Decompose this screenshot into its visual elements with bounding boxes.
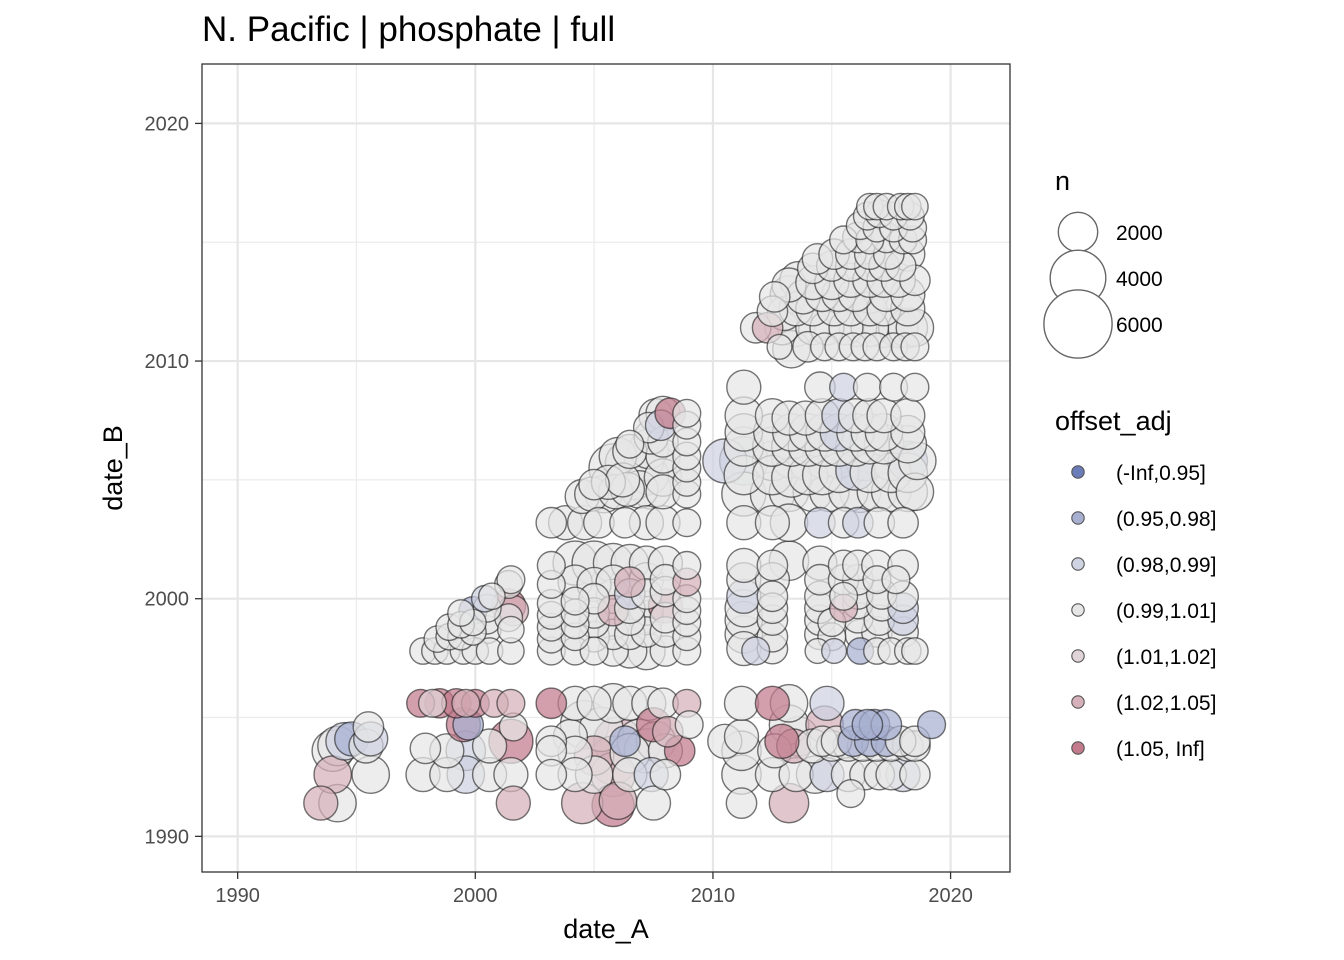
- data-point: [576, 685, 612, 721]
- data-point: [303, 785, 339, 821]
- size-legend-key: [1057, 211, 1099, 253]
- data-point: [672, 398, 702, 428]
- data-point: [496, 688, 526, 718]
- data-point: [726, 369, 762, 405]
- data-point: [723, 685, 760, 721]
- data-point: [836, 778, 866, 809]
- data-point: [754, 505, 791, 541]
- data-point: [741, 636, 771, 666]
- color-legend-label: (-Inf,0.95]: [1116, 462, 1206, 485]
- data-point: [901, 637, 929, 665]
- y-tick-label: 1990: [145, 826, 190, 848]
- data-point: [672, 508, 702, 538]
- color-legend-key: [1071, 557, 1085, 571]
- data-point: [447, 599, 475, 627]
- data-point: [495, 785, 531, 821]
- data-point: [535, 506, 568, 539]
- data-point: [901, 192, 929, 221]
- color-legend-title: offset_adj: [1055, 406, 1172, 436]
- data-point: [764, 723, 800, 759]
- color-legend-label: (0.99,1.01]: [1116, 600, 1216, 623]
- color-legend-key: [1071, 603, 1085, 617]
- size-legend-label: 6000: [1116, 314, 1163, 337]
- x-axis: 1990 2000 2010 2020: [215, 872, 973, 907]
- y-axis: 1990 2000 2010 2020: [145, 113, 202, 848]
- data-point: [496, 565, 526, 595]
- x-tick-label: 1990: [215, 885, 260, 907]
- data-point: [900, 372, 930, 402]
- color-legend-key: [1071, 511, 1085, 525]
- y-tick-label: 2000: [145, 589, 190, 611]
- data-point: [756, 580, 789, 613]
- data-point: [887, 506, 919, 539]
- data-point: [766, 333, 793, 360]
- color-legend-label: (0.95,0.98]: [1116, 508, 1216, 531]
- data-point: [725, 787, 758, 819]
- data-point: [471, 728, 508, 764]
- data-point: [609, 506, 641, 539]
- data-points: [303, 192, 947, 828]
- data-point: [635, 785, 672, 821]
- size-legend: n 2000 4000 6000: [1043, 166, 1163, 359]
- size-legend-label: 4000: [1116, 268, 1163, 291]
- color-legend-key: [1071, 695, 1085, 709]
- color-legend-label: (0.98,0.99]: [1116, 554, 1216, 577]
- data-point: [881, 565, 911, 595]
- data-point: [560, 586, 590, 616]
- data-point: [409, 732, 442, 765]
- data-point: [674, 710, 704, 740]
- x-tick-label: 2000: [453, 885, 498, 907]
- data-point: [536, 550, 566, 580]
- data-point: [496, 615, 525, 644]
- chart-title: N. Pacific | phosphate | full: [202, 10, 615, 49]
- color-legend: offset_adj (-Inf,0.95] (0.95,0.98] (0.98,0…: [1055, 406, 1216, 761]
- color-legend-key: [1071, 741, 1085, 755]
- data-point: [609, 725, 641, 758]
- data-point: [451, 688, 481, 718]
- data-point: [852, 372, 882, 402]
- data-point: [352, 711, 385, 743]
- data-point: [535, 758, 568, 791]
- data-point: [417, 688, 448, 718]
- data-point: [820, 637, 848, 665]
- y-tick-label: 2010: [145, 351, 190, 373]
- x-axis-title: date_A: [563, 914, 649, 944]
- size-legend-key: [1043, 289, 1113, 359]
- size-legend-title: n: [1055, 166, 1070, 196]
- data-point: [916, 710, 947, 740]
- y-axis-title: date_B: [98, 425, 128, 511]
- color-legend-label: (1.05, Inf]: [1116, 738, 1205, 761]
- data-point: [649, 758, 682, 791]
- color-legend-key: [1071, 465, 1085, 479]
- data-point: [900, 332, 930, 362]
- color-legend-label: (1.02,1.05]: [1116, 692, 1216, 715]
- x-tick-label: 2020: [928, 885, 973, 907]
- data-point: [899, 758, 931, 791]
- data-point: [535, 687, 568, 720]
- data-point: [615, 429, 645, 459]
- x-tick-label: 2010: [691, 885, 736, 907]
- data-point: [828, 581, 859, 611]
- data-point: [851, 708, 884, 741]
- data-point: [578, 468, 610, 501]
- data-point: [809, 685, 845, 721]
- data-point: [890, 398, 926, 434]
- y-tick-label: 2020: [145, 113, 190, 135]
- data-point: [756, 549, 789, 582]
- data-point: [477, 582, 506, 611]
- data-point: [613, 566, 646, 598]
- data-point: [754, 685, 791, 721]
- data-point: [672, 550, 702, 580]
- plot-border: [201, 63, 1011, 873]
- data-point: [726, 547, 762, 584]
- data-point: [758, 280, 791, 313]
- color-legend-label: (1.01,1.02]: [1116, 646, 1216, 669]
- color-legend-key: [1071, 649, 1085, 663]
- size-legend-label: 2000: [1116, 222, 1163, 245]
- data-point: [723, 718, 760, 755]
